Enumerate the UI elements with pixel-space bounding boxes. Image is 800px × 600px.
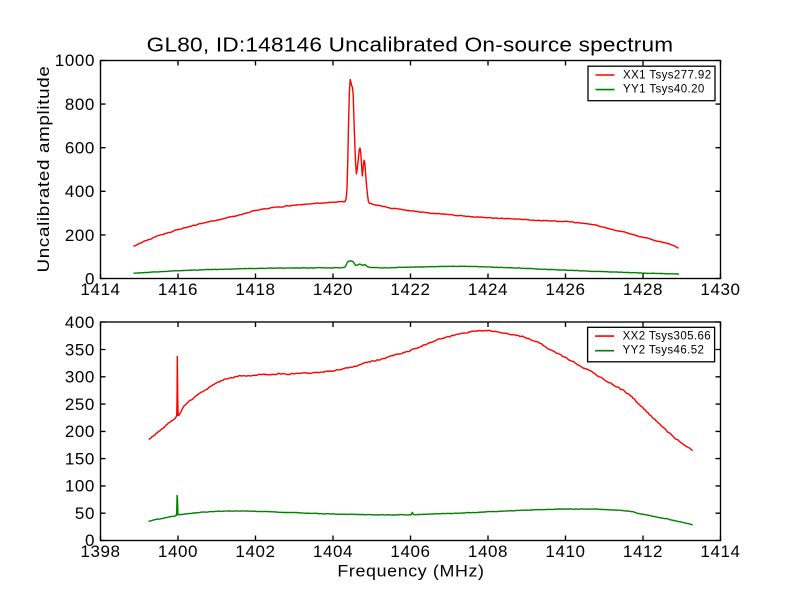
svg-text:300: 300 xyxy=(65,368,95,387)
svg-text:1408: 1408 xyxy=(468,542,508,561)
svg-text:GL80, ID:148146 Uncalibrated O: GL80, ID:148146 Uncalibrated On-source s… xyxy=(147,34,674,56)
svg-text:350: 350 xyxy=(65,340,95,359)
svg-text:800: 800 xyxy=(65,95,95,114)
svg-text:1406: 1406 xyxy=(390,542,430,561)
svg-text:1402: 1402 xyxy=(235,542,275,561)
svg-text:1420: 1420 xyxy=(313,280,353,299)
svg-text:1398: 1398 xyxy=(80,542,120,561)
svg-text:XX2 Tsys305.66: XX2 Tsys305.66 xyxy=(623,330,712,342)
svg-text:Uncalibrated amplitude: Uncalibrated amplitude xyxy=(34,66,53,273)
svg-text:YY1 Tsys40.20: YY1 Tsys40.20 xyxy=(623,83,705,95)
svg-text:1428: 1428 xyxy=(623,280,663,299)
svg-text:XX1 Tsys277.92: XX1 Tsys277.92 xyxy=(623,69,712,81)
svg-text:1426: 1426 xyxy=(545,280,585,299)
svg-text:1424: 1424 xyxy=(468,280,508,299)
svg-text:1404: 1404 xyxy=(313,542,353,561)
svg-text:1414: 1414 xyxy=(80,280,120,299)
svg-text:150: 150 xyxy=(65,449,95,468)
svg-text:250: 250 xyxy=(65,395,95,414)
svg-text:Frequency (MHz): Frequency (MHz) xyxy=(337,561,484,581)
svg-text:100: 100 xyxy=(65,477,95,496)
svg-text:1418: 1418 xyxy=(235,280,275,299)
svg-text:1430: 1430 xyxy=(700,280,740,299)
svg-text:1400: 1400 xyxy=(158,542,198,561)
svg-text:0: 0 xyxy=(85,531,95,550)
svg-text:50: 50 xyxy=(75,504,95,523)
svg-text:400: 400 xyxy=(65,313,95,332)
svg-text:1000: 1000 xyxy=(55,51,95,70)
svg-text:1414: 1414 xyxy=(700,542,740,561)
svg-text:YY2 Tsys46.52: YY2 Tsys46.52 xyxy=(623,345,705,357)
svg-text:1422: 1422 xyxy=(390,280,430,299)
svg-text:200: 200 xyxy=(65,422,95,441)
svg-text:1410: 1410 xyxy=(545,542,585,561)
svg-text:0: 0 xyxy=(85,269,95,288)
svg-text:600: 600 xyxy=(65,139,95,158)
svg-text:200: 200 xyxy=(65,226,95,245)
svg-text:1412: 1412 xyxy=(623,542,663,561)
svg-text:1416: 1416 xyxy=(158,280,198,299)
svg-text:400: 400 xyxy=(65,182,95,201)
